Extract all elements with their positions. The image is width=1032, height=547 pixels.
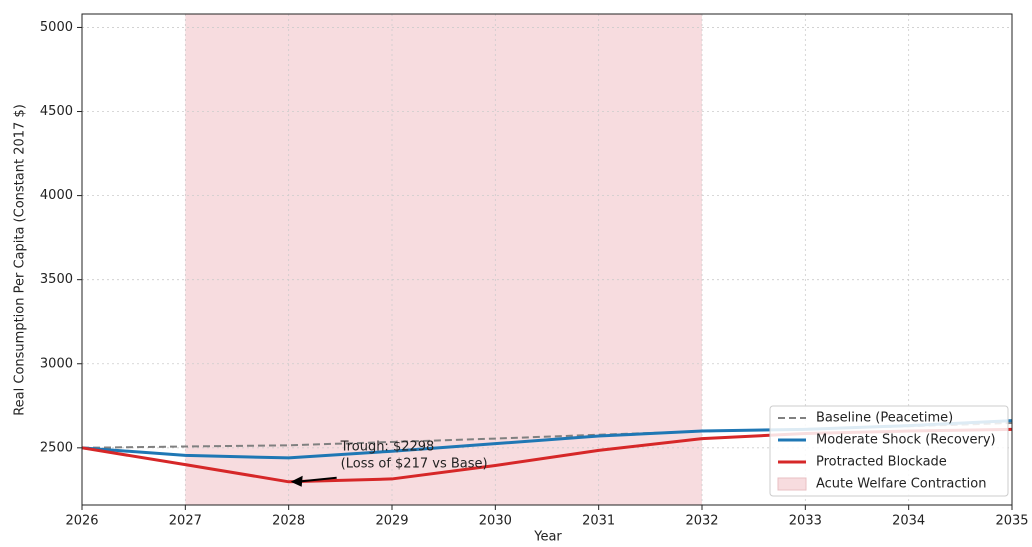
x-tick-label: 2033 (789, 514, 822, 529)
x-axis-label: Year (533, 530, 562, 544)
legend: Baseline (Peacetime) Moderate Shock (Reco… (769, 405, 1009, 497)
legend-label: Protracted Blockade (816, 455, 947, 470)
annotation-arrowhead (290, 475, 303, 487)
x-tick-label: 2029 (375, 514, 408, 529)
legend-swatch (777, 477, 807, 491)
y-tick-label: 4500 (40, 104, 73, 119)
y-tick-label: 2500 (40, 440, 73, 455)
y-axis-label: Real Consumption Per Capita (Constant 20… (13, 104, 28, 416)
legend-label: Acute Welfare Contraction (816, 477, 986, 492)
x-tick-label: 2034 (892, 514, 925, 529)
y-tick-label: 4000 (40, 188, 73, 203)
legend-box (769, 405, 1009, 497)
x-tick-label: 2031 (582, 514, 615, 529)
annotation-arrow (296, 476, 337, 483)
legend-label: Baseline (Peacetime) (816, 411, 953, 426)
legend-label: Moderate Shock (Recovery) (816, 433, 996, 448)
y-tick-label: 3500 (40, 272, 73, 287)
x-tick-label: 2028 (272, 514, 305, 529)
frame (81, 13, 1013, 506)
x-tick-label: 2026 (65, 514, 98, 529)
annotation-text: Trough: $2298 (340, 439, 435, 454)
y-tick-label: 3000 (40, 356, 73, 371)
annotation-text: (Loss of $217 vs Base) (341, 456, 488, 471)
x-tick-label: 2027 (169, 514, 202, 529)
x-tick-label: 2032 (685, 514, 718, 529)
shaded-span (185, 14, 703, 505)
y-tick-label: 5000 (40, 20, 73, 35)
x-tick-label: 2030 (479, 514, 512, 529)
x-tick-label: 2035 (995, 514, 1028, 529)
